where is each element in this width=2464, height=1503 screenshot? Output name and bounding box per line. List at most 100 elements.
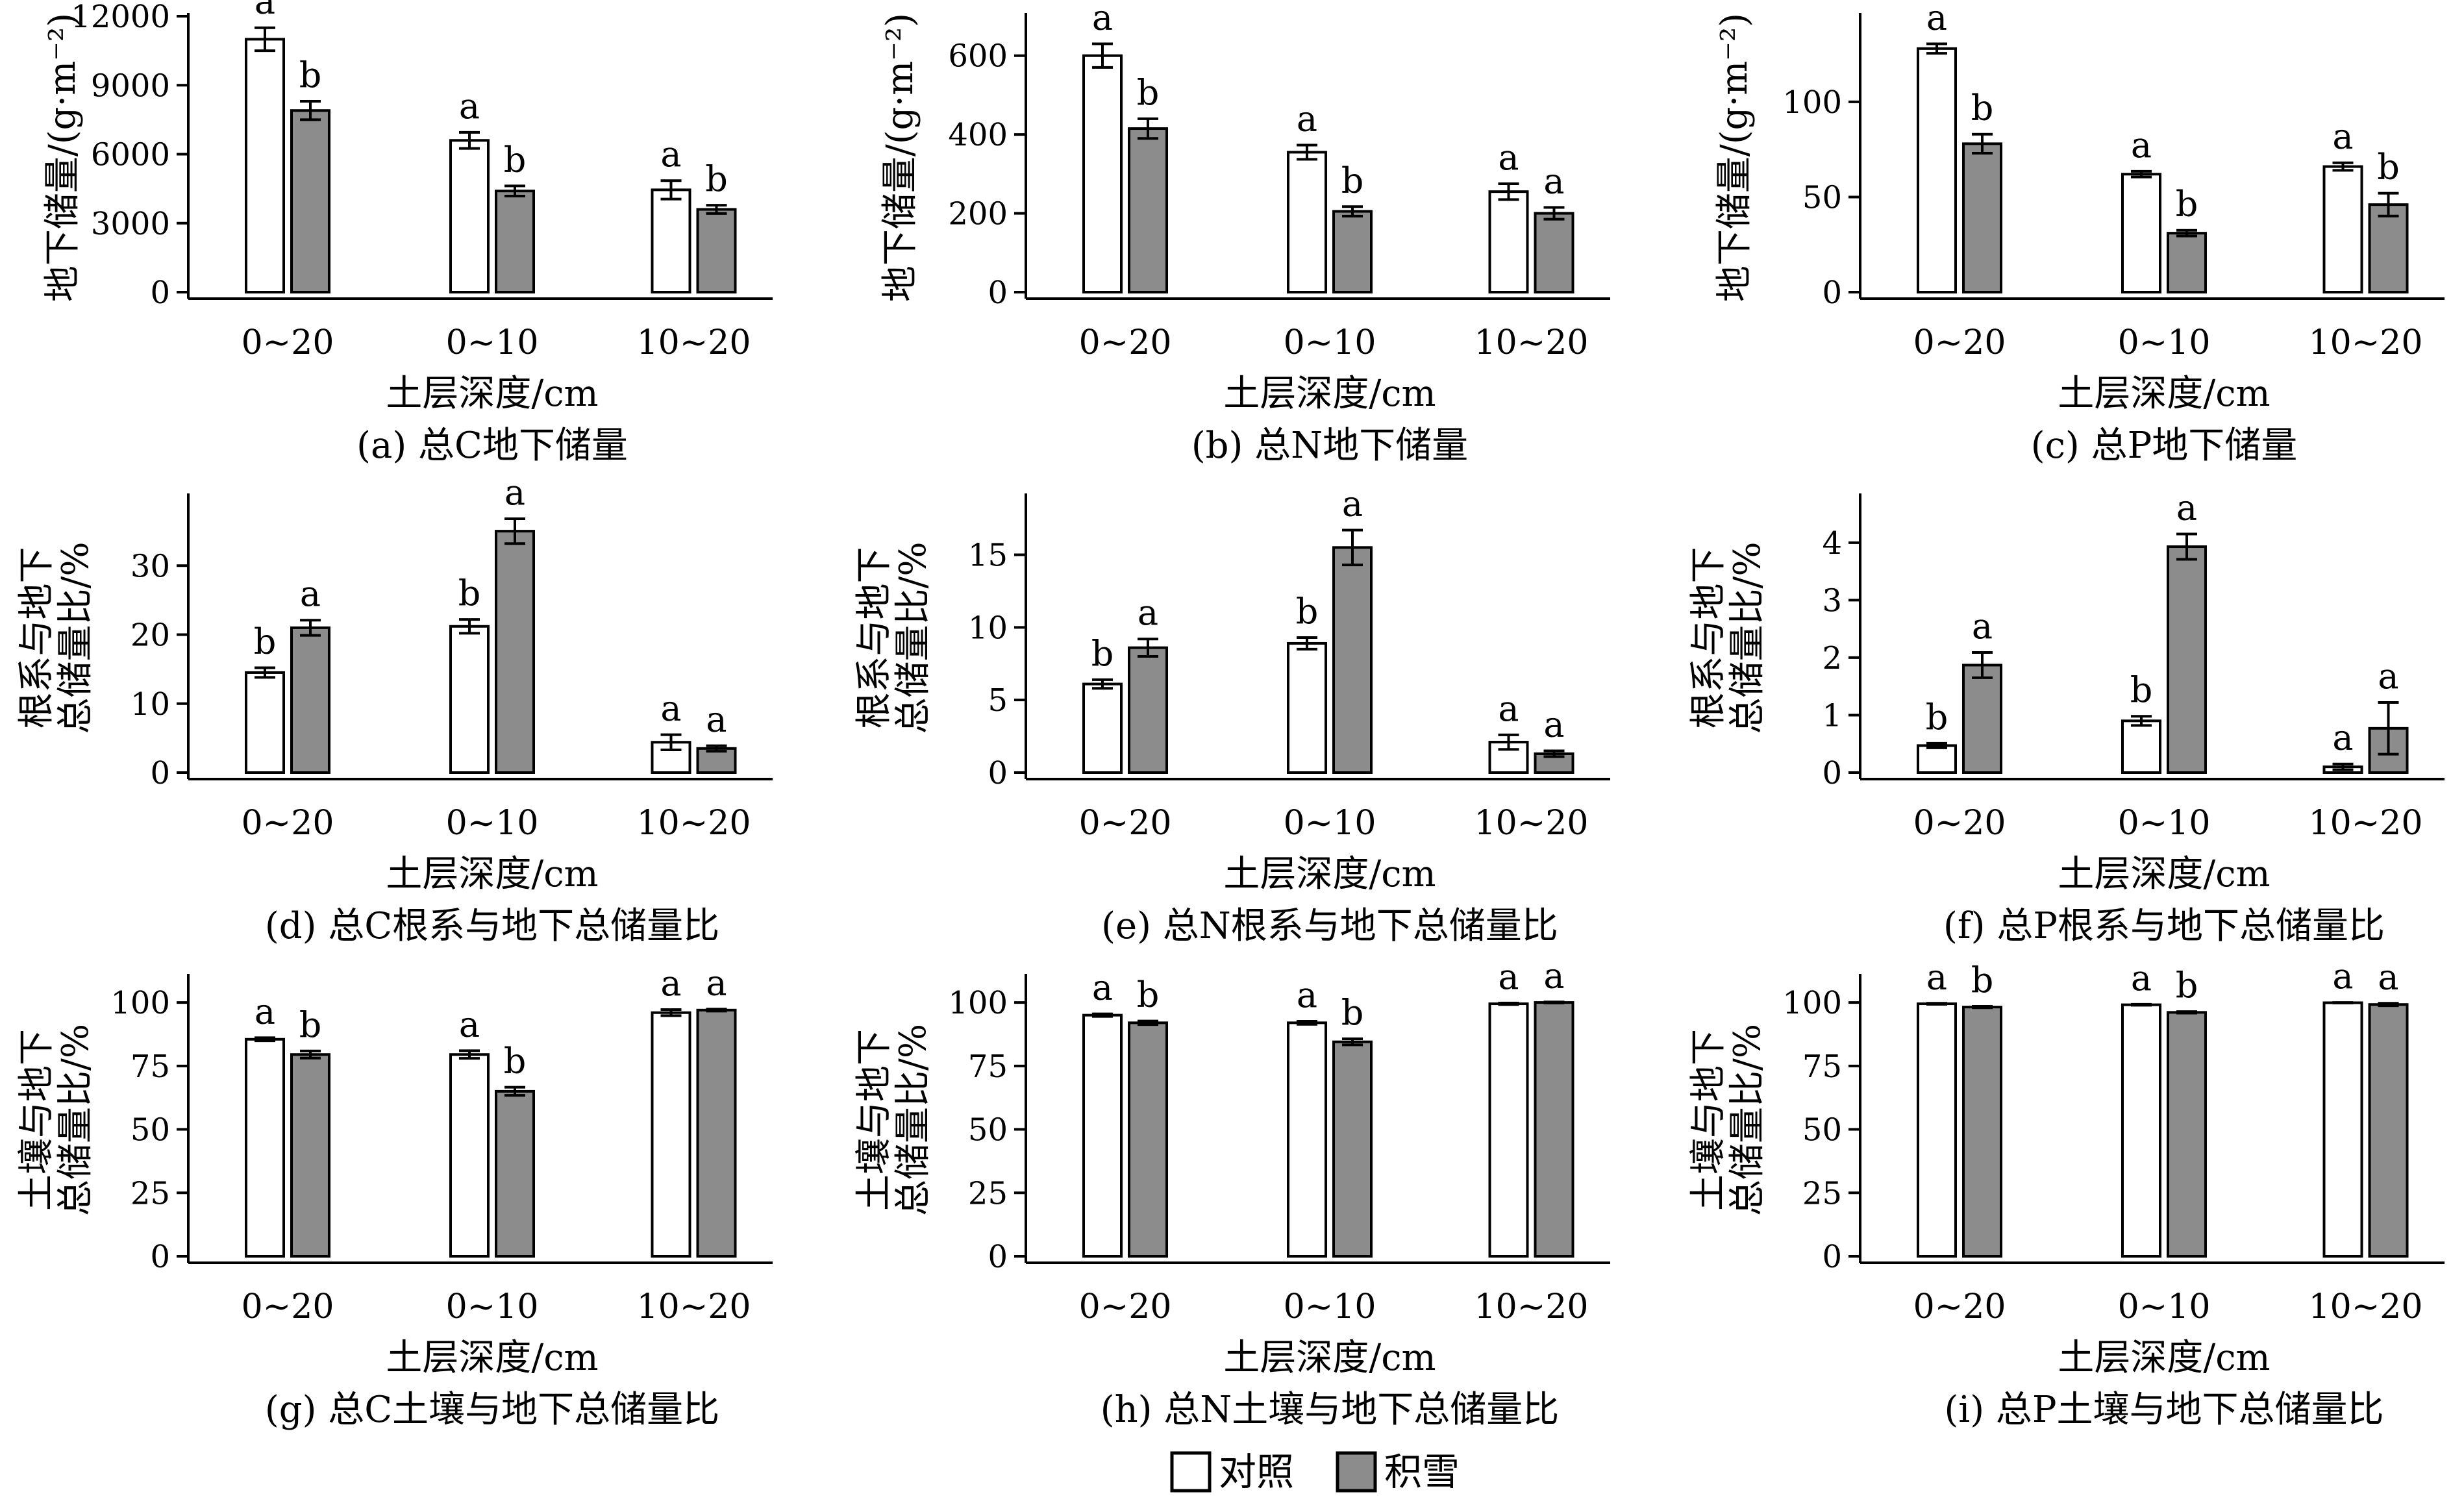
bar-snow — [495, 1089, 535, 1258]
x-tick-label: 0~20 — [242, 804, 334, 843]
y-tick-label: 75 — [131, 1049, 170, 1085]
significance-letter: b — [1341, 992, 1364, 1033]
panel-caption: (b) 总N地下储量 — [1191, 425, 1468, 467]
y-tick-label: 100 — [110, 985, 170, 1021]
significance-letter: b — [254, 621, 277, 662]
significance-letter: b — [2377, 147, 2400, 188]
bar-control — [1917, 744, 1957, 774]
x-tick-label: 0~20 — [1913, 323, 2006, 362]
significance-letter: b — [1971, 960, 1994, 1000]
bar-control — [1082, 682, 1123, 774]
x-tick-label: 0~10 — [1284, 323, 1376, 362]
panel-caption: (c) 总P地下储量 — [2031, 425, 2298, 467]
bar-control — [1287, 1021, 1327, 1258]
y-tick-label: 5 — [988, 682, 1008, 719]
panel-caption: (a) 总C地下储量 — [356, 425, 628, 467]
significance-letter: a — [1543, 704, 1564, 745]
bar-snow — [290, 1053, 330, 1258]
significance-letter: a — [2131, 958, 2152, 999]
significance-letter: a — [1926, 0, 1947, 38]
bar-control — [651, 188, 691, 294]
significance-letter: a — [1926, 956, 1947, 997]
x-tick-label: 0~20 — [1079, 323, 1172, 362]
y-tick-label: 0 — [1822, 1239, 1842, 1275]
y-tick-label: 0 — [150, 755, 170, 791]
significance-letter: a — [459, 1004, 480, 1045]
bar-control — [1287, 151, 1327, 293]
significance-letter: a — [1498, 137, 1519, 178]
significance-letter: a — [255, 991, 275, 1032]
bar-control — [2121, 1003, 2161, 1258]
x-tick-label: 0~20 — [1079, 1287, 1172, 1326]
x-tick-label: 0~20 — [1079, 804, 1172, 843]
significance-letter: a — [504, 472, 525, 513]
significance-letter: a — [459, 86, 480, 127]
x-axis-label: 土层深度/cm — [386, 373, 598, 415]
significance-letter: b — [2176, 965, 2198, 1006]
significance-letter: a — [1297, 975, 1317, 1015]
significance-letter: a — [1297, 99, 1317, 140]
significance-letter: b — [1091, 633, 1114, 674]
significance-letter: b — [299, 55, 322, 95]
y-tick-label: 15 — [968, 537, 1008, 573]
y-tick-label: 2 — [1822, 640, 1842, 677]
x-tick-label: 0~20 — [242, 323, 334, 362]
significance-letter: b — [504, 1041, 527, 1082]
bar-snow — [2368, 1003, 2409, 1258]
legend-swatch-control — [1170, 1451, 1212, 1493]
chart-panel-2: 0200400600地下储量/(g·m⁻²)0~20ab0~10ab10~20a… — [879, 0, 1610, 467]
y-tick-label: 0 — [988, 275, 1008, 311]
bar-control — [1488, 1002, 1529, 1258]
y-tick-label: 0 — [1822, 275, 1842, 311]
y-tick-label: 0 — [988, 755, 1008, 791]
y-axis-label: 土壤与地下 — [853, 1029, 895, 1211]
significance-letter: a — [660, 134, 681, 175]
bar-control — [245, 1037, 285, 1258]
y-tick-label: 50 — [1802, 179, 1842, 216]
significance-letter: a — [2176, 488, 2197, 528]
y-tick-label: 0 — [150, 1239, 170, 1275]
bar-snow — [495, 190, 535, 293]
x-tick-label: 10~20 — [1475, 804, 1589, 843]
bar-snow — [1332, 210, 1373, 293]
bar-snow — [1534, 1001, 1574, 1258]
x-axis-label: 土层深度/cm — [1223, 373, 1436, 415]
y-axis-label: 总储量比/% — [1726, 541, 1769, 734]
y-axis-label: 土壤与地下 — [1687, 1029, 1730, 1211]
significance-letter: a — [1138, 592, 1158, 633]
significance-letter: a — [1092, 967, 1113, 1008]
x-axis-label: 土层深度/cm — [1223, 853, 1436, 895]
x-tick-label: 0~10 — [446, 804, 539, 843]
y-tick-label: 25 — [1802, 1175, 1842, 1211]
bar-snow — [1332, 1040, 1373, 1258]
y-tick-label: 3 — [1822, 582, 1842, 619]
bar-snow — [2167, 232, 2207, 294]
panel-caption: (d) 总C根系与地下总储量比 — [265, 905, 719, 947]
y-tick-label: 25 — [968, 1175, 1008, 1211]
significance-letter: a — [1543, 160, 1564, 201]
y-tick-label: 50 — [1802, 1112, 1842, 1149]
y-axis-label: 地下储量/(g·m⁻²) — [879, 13, 921, 302]
bar-snow — [2167, 1011, 2207, 1258]
bar-control — [1287, 641, 1327, 775]
panel-caption: (i) 总P土壤与地下总储量比 — [1944, 1389, 2383, 1431]
x-tick-label: 0~10 — [446, 1287, 539, 1326]
y-axis-label: 根系与地下 — [1687, 547, 1730, 729]
y-tick-label: 600 — [948, 38, 1008, 75]
bar-control — [1082, 54, 1123, 293]
x-axis-label: 土层深度/cm — [386, 853, 598, 895]
x-tick-label: 10~20 — [637, 1287, 751, 1326]
y-tick-label: 50 — [131, 1112, 170, 1149]
y-axis-label: 总储量比/% — [55, 1024, 97, 1216]
x-tick-label: 0~20 — [1913, 804, 2006, 843]
significance-letter: a — [660, 963, 681, 1004]
chart-panel-3: 050100地下储量/(g·m⁻²)0~20ab0~10ab10~20ab土层深… — [1713, 0, 2445, 467]
y-tick-label: 1 — [1822, 697, 1842, 734]
bar-snow — [696, 208, 737, 293]
bar-snow — [2167, 545, 2207, 774]
significance-letter: a — [1543, 955, 1564, 996]
